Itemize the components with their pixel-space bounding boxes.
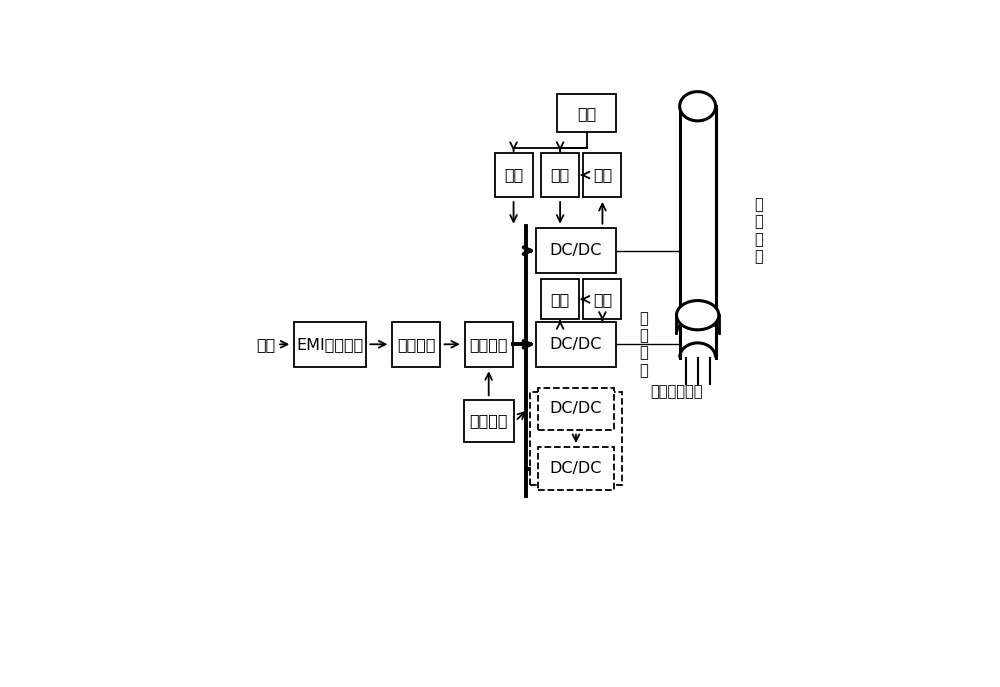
Text: 保护: 保护 bbox=[504, 168, 523, 183]
Bar bbox=[294, 322, 366, 367]
Bar bbox=[538, 447, 614, 490]
Text: 基准: 基准 bbox=[577, 106, 596, 121]
Text: 辅电控制: 辅电控制 bbox=[469, 414, 508, 429]
Bar bbox=[538, 387, 614, 430]
Bar bbox=[536, 322, 616, 367]
Text: DC/DC: DC/DC bbox=[550, 243, 602, 258]
Text: DC/DC: DC/DC bbox=[550, 401, 602, 416]
Text: 采样: 采样 bbox=[593, 292, 612, 307]
Bar bbox=[392, 322, 440, 367]
Text: 恒流: 恒流 bbox=[550, 168, 570, 183]
Bar bbox=[530, 392, 622, 485]
Bar bbox=[465, 322, 512, 367]
Text: DC/DC: DC/DC bbox=[550, 337, 602, 352]
Ellipse shape bbox=[680, 91, 716, 121]
Text: 市电: 市电 bbox=[256, 337, 275, 352]
Text: 整流模块: 整流模块 bbox=[397, 337, 435, 352]
Text: 采样: 采样 bbox=[593, 168, 612, 183]
Bar bbox=[557, 94, 616, 132]
Bar bbox=[583, 280, 621, 319]
Bar bbox=[495, 153, 533, 197]
Text: 恒流: 恒流 bbox=[550, 292, 570, 307]
Bar bbox=[464, 400, 514, 442]
Text: 氢
闸
流
管: 氢 闸 流 管 bbox=[754, 197, 763, 264]
Ellipse shape bbox=[676, 301, 719, 330]
Text: 热
丝
电
源: 热 丝 电 源 bbox=[639, 311, 648, 378]
Bar bbox=[536, 228, 616, 273]
Text: 软启模块: 软启模块 bbox=[469, 337, 508, 352]
Bar bbox=[541, 153, 579, 197]
Text: 氢储存器电源: 氢储存器电源 bbox=[650, 385, 703, 399]
Text: EMI滤波模块: EMI滤波模块 bbox=[296, 337, 364, 352]
Text: DC/DC: DC/DC bbox=[550, 461, 602, 476]
Bar bbox=[541, 280, 579, 319]
Bar bbox=[583, 153, 621, 197]
